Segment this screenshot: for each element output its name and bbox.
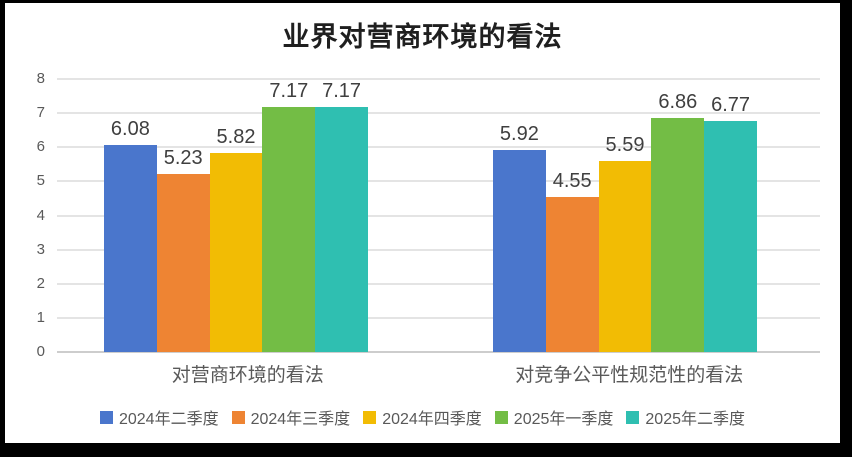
legend-swatch bbox=[363, 410, 377, 424]
legend-swatch bbox=[626, 410, 640, 424]
gridline bbox=[57, 112, 820, 115]
x-category-label: 对营商环境的看法 bbox=[171, 365, 324, 386]
legend-item: 2024年二季度 bbox=[99, 405, 219, 429]
y-tick-label: 6 bbox=[36, 138, 45, 156]
y-tick-label: 1 bbox=[36, 308, 45, 326]
bar bbox=[598, 161, 652, 352]
bar bbox=[104, 144, 157, 352]
bar-value-label: 4.55 bbox=[552, 169, 592, 192]
gridline bbox=[57, 282, 820, 285]
y-tick-label: 3 bbox=[36, 240, 45, 258]
legend-label: 2024年三季度 bbox=[250, 411, 351, 428]
bar bbox=[651, 117, 705, 352]
gridline bbox=[57, 248, 820, 251]
legend-item: 2025年二季度 bbox=[626, 405, 745, 429]
y-tick-label: 8 bbox=[36, 70, 45, 87]
bar-value-label: 7.17 bbox=[269, 80, 309, 103]
bar bbox=[262, 107, 316, 352]
y-tick-label: 2 bbox=[36, 274, 45, 292]
x-category-label: 对竞争公平性规范性的看法 bbox=[515, 365, 744, 386]
y-tick-label: 7 bbox=[36, 104, 45, 122]
bar bbox=[315, 107, 368, 352]
y-tick-label: 5 bbox=[36, 172, 45, 190]
legend: 2024年二季度 2024年三季度 2024年四季度 2025年一季度 2025年二季度 bbox=[5, 405, 840, 429]
bar-value-label: 6.77 bbox=[711, 93, 751, 116]
legend-swatch bbox=[231, 410, 245, 424]
bar-value-label: 5.82 bbox=[216, 126, 256, 149]
x-axis-line bbox=[57, 351, 820, 353]
y-tick-label: 4 bbox=[36, 206, 45, 224]
legend-item: 2024年三季度 bbox=[231, 405, 351, 429]
bar bbox=[209, 153, 263, 352]
plot-area: 6.08 5.23 5.82 7.17 7.17 5.92 4.55 5.59 6.86 6.77 bbox=[57, 78, 820, 353]
bar-value-label: 6.86 bbox=[658, 90, 698, 113]
legend-label: 2025年一季度 bbox=[513, 411, 614, 428]
gridline bbox=[57, 316, 820, 319]
legend-swatch bbox=[99, 410, 113, 424]
legend-item: 2025年一季度 bbox=[494, 405, 614, 429]
bar bbox=[704, 120, 757, 352]
y-tick-label: 0 bbox=[36, 343, 45, 360]
legend-item: 2024年四季度 bbox=[363, 405, 482, 429]
gridline bbox=[57, 180, 820, 183]
bar-value-label: 5.92 bbox=[499, 122, 539, 145]
gridline bbox=[57, 214, 820, 217]
bar-value-label: 7.17 bbox=[322, 80, 362, 103]
bar bbox=[493, 149, 546, 352]
bar-value-label: 5.59 bbox=[605, 134, 645, 157]
bar bbox=[156, 173, 210, 352]
bar-value-label: 6.08 bbox=[110, 117, 150, 140]
chart-title: 业界对营商环境的看法 bbox=[282, 22, 563, 52]
legend-label: 2024年四季度 bbox=[382, 411, 482, 428]
legend-label: 2024年二季度 bbox=[118, 411, 219, 428]
legend-swatch bbox=[494, 410, 508, 424]
bar bbox=[545, 196, 599, 352]
bar-value-label: 5.23 bbox=[163, 146, 203, 169]
legend-label: 2025年二季度 bbox=[645, 411, 746, 428]
gridline bbox=[57, 78, 820, 80]
gridline bbox=[57, 146, 820, 149]
